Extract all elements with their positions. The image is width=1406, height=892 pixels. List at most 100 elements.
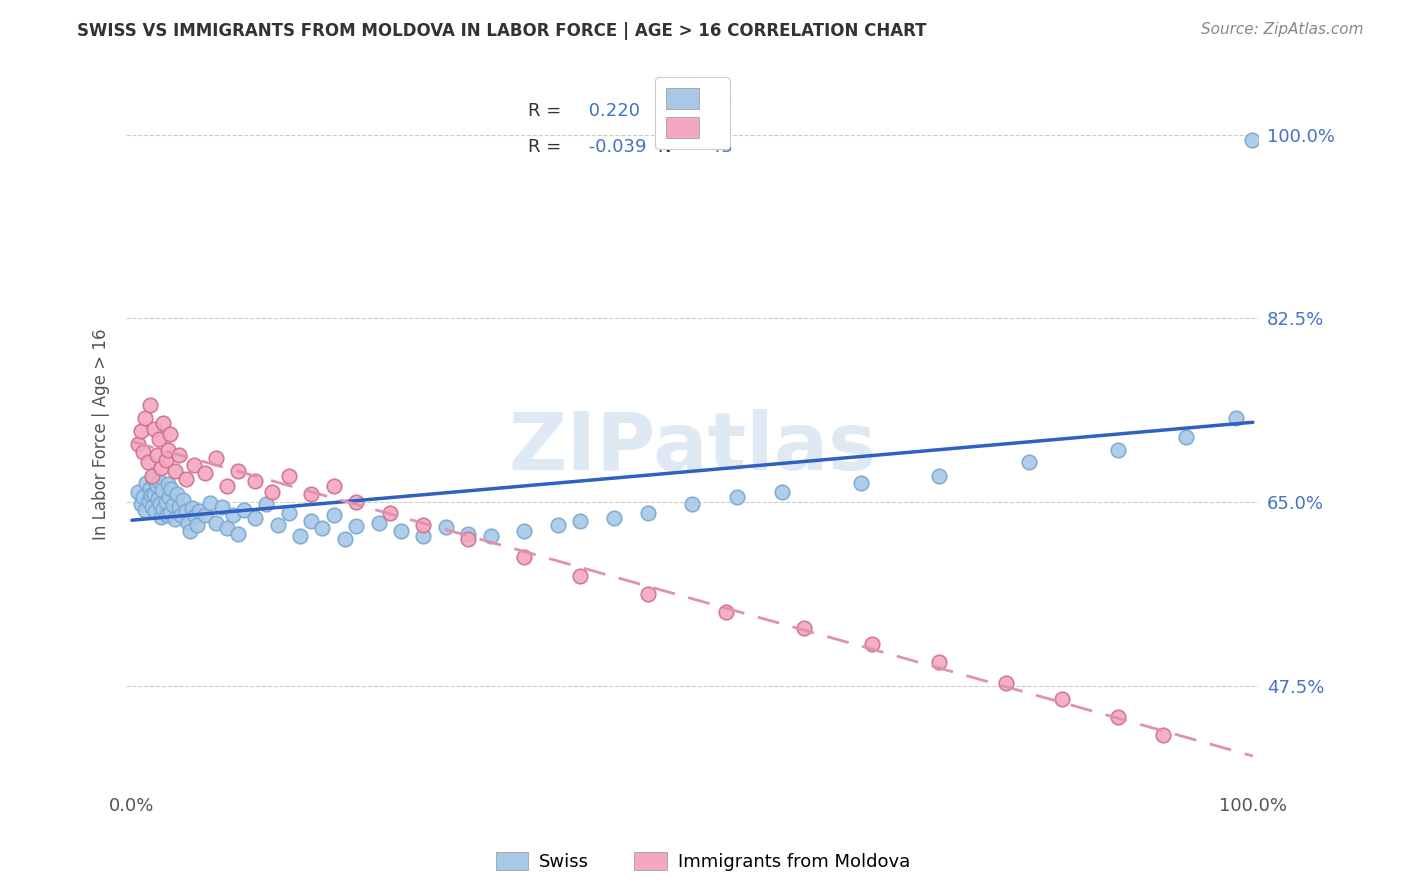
Point <box>222 508 245 522</box>
Point <box>1225 411 1247 425</box>
Point <box>139 488 162 502</box>
Point <box>150 483 173 498</box>
Point <box>167 448 190 462</box>
Legend: Swiss, Immigrants from Moldova: Swiss, Immigrants from Moldova <box>489 845 917 879</box>
Point <box>725 490 748 504</box>
Point <box>928 468 950 483</box>
Point <box>139 399 162 413</box>
Text: SWISS VS IMMIGRANTS FROM MOLDOVA IN LABOR FORCE | AGE > 16 CORRELATION CHART: SWISS VS IMMIGRANTS FROM MOLDOVA IN LABO… <box>77 22 927 40</box>
Point <box>127 484 149 499</box>
Point <box>174 504 197 518</box>
Point <box>174 472 197 486</box>
Point <box>162 498 184 512</box>
Point <box>378 506 401 520</box>
Text: ZIPatlas: ZIPatlas <box>508 409 876 487</box>
Point <box>277 468 299 483</box>
Point <box>928 655 950 669</box>
Point <box>183 458 205 473</box>
Point <box>288 528 311 542</box>
Point <box>149 497 172 511</box>
Point <box>129 497 152 511</box>
Point <box>167 500 190 515</box>
Point <box>132 490 155 504</box>
Point <box>148 432 170 446</box>
Point <box>299 486 322 500</box>
Text: R =: R = <box>529 138 561 156</box>
Point <box>770 484 793 499</box>
Point <box>1107 442 1129 457</box>
Text: -0.039: -0.039 <box>582 138 645 156</box>
Point <box>145 479 167 493</box>
Point <box>159 506 181 520</box>
Point <box>245 474 267 488</box>
Point <box>245 510 267 524</box>
Point <box>228 464 250 478</box>
Point <box>205 516 228 530</box>
Point <box>188 504 211 518</box>
Text: 43: 43 <box>703 138 733 156</box>
Point <box>145 448 167 462</box>
Point <box>181 501 204 516</box>
Point <box>166 486 188 500</box>
Point <box>1152 728 1174 742</box>
Point <box>142 472 165 486</box>
Point <box>260 484 283 499</box>
Point <box>266 518 288 533</box>
Point <box>134 503 156 517</box>
Point <box>134 411 156 425</box>
Point <box>333 532 356 546</box>
Point <box>547 518 569 533</box>
Point <box>603 510 626 524</box>
Point <box>277 506 299 520</box>
Point <box>1174 430 1197 444</box>
Point <box>143 486 166 500</box>
Point <box>150 509 173 524</box>
Point <box>145 504 167 518</box>
Point <box>132 444 155 458</box>
Point <box>322 508 344 522</box>
Y-axis label: In Labor Force | Age > 16: In Labor Force | Age > 16 <box>93 328 110 540</box>
Point <box>217 479 239 493</box>
Point <box>849 476 872 491</box>
Point <box>160 483 183 497</box>
Point <box>155 453 177 467</box>
Point <box>141 468 163 483</box>
Point <box>457 532 479 546</box>
Point <box>170 508 193 522</box>
Point <box>138 494 160 508</box>
Point <box>156 508 179 522</box>
Point <box>205 450 228 465</box>
Point <box>233 503 256 517</box>
Point <box>299 514 322 528</box>
Point <box>714 605 737 619</box>
Point <box>172 492 194 507</box>
Point <box>860 637 883 651</box>
Point <box>412 518 434 533</box>
Point <box>254 497 277 511</box>
Point <box>412 528 434 542</box>
Point <box>152 417 174 431</box>
Point <box>457 526 479 541</box>
Point <box>211 500 233 515</box>
Text: Source: ZipAtlas.com: Source: ZipAtlas.com <box>1201 22 1364 37</box>
Point <box>344 495 367 509</box>
Point <box>127 437 149 451</box>
Point <box>637 587 659 601</box>
Point <box>183 508 205 523</box>
Point <box>569 568 592 582</box>
Point <box>146 491 169 506</box>
Point <box>152 502 174 516</box>
Point <box>793 621 815 635</box>
Point <box>637 506 659 520</box>
Text: N =: N = <box>658 138 693 156</box>
Point <box>995 675 1018 690</box>
Point <box>228 526 250 541</box>
Point <box>200 496 222 510</box>
Point <box>186 518 208 533</box>
Point <box>141 500 163 515</box>
Point <box>311 521 333 535</box>
Text: N =: N = <box>658 102 693 120</box>
Text: R =: R = <box>529 102 561 120</box>
Point <box>681 497 703 511</box>
Point <box>217 521 239 535</box>
